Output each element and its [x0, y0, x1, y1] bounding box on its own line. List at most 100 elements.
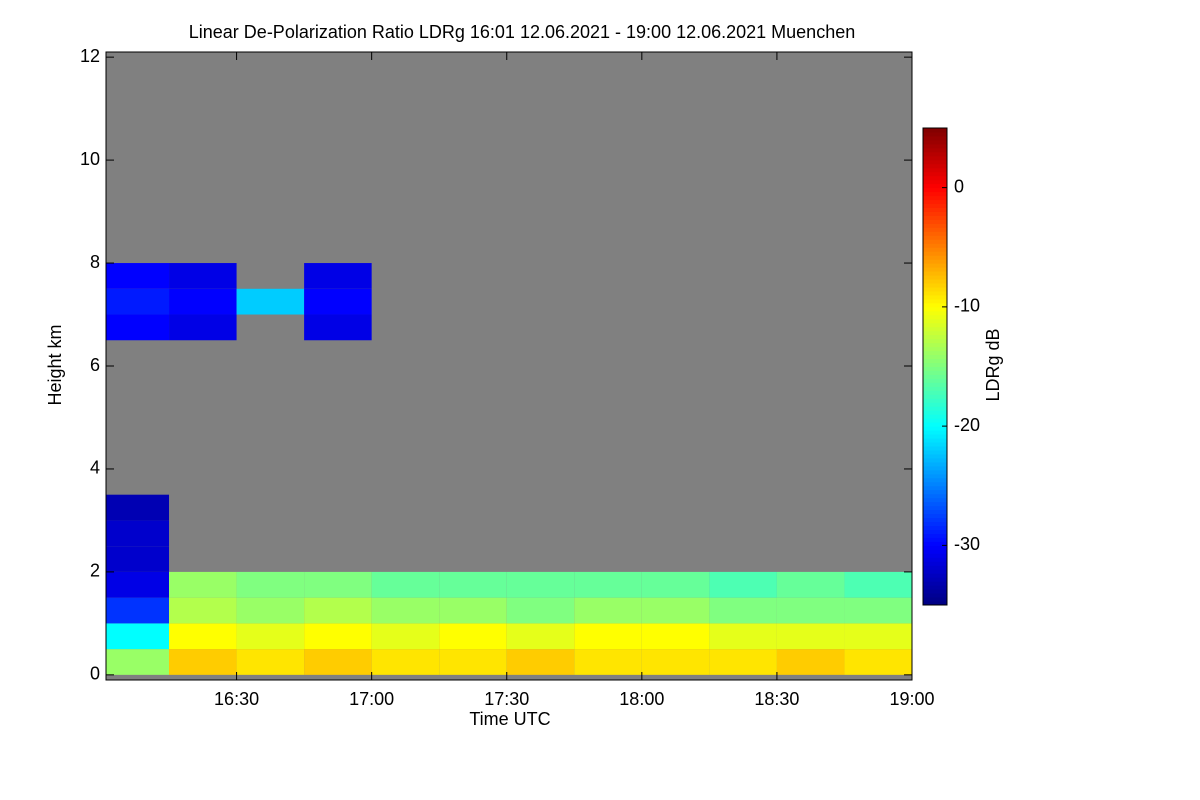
y-tick-label: 12 — [80, 46, 100, 66]
colorbar-swatch — [923, 461, 947, 467]
heat-cell — [304, 597, 372, 624]
colorbar-swatch — [923, 565, 947, 570]
heat-cell — [106, 494, 170, 521]
colorbar-swatch — [923, 143, 947, 149]
colorbar-swatch — [923, 239, 947, 244]
heat-cell — [641, 623, 710, 650]
heat-cell — [106, 571, 170, 598]
colorbar-swatch — [923, 131, 947, 137]
colorbar-swatch — [923, 287, 947, 292]
heat-cell — [236, 649, 305, 675]
heat-cell — [641, 571, 710, 598]
x-tick-label: 17:00 — [349, 689, 394, 709]
colorbar-swatch — [923, 533, 947, 538]
heat-cell — [106, 263, 170, 289]
colorbar-swatch — [923, 231, 947, 236]
colorbar-swatch — [923, 330, 947, 336]
colorbar-swatch — [923, 294, 947, 300]
heat-cell — [574, 649, 642, 675]
colorbar-swatch — [923, 573, 947, 578]
colorbar-swatch — [923, 179, 947, 185]
heat-cell — [106, 288, 170, 315]
colorbar-swatch — [923, 557, 947, 562]
colorbar-swatch — [923, 449, 947, 455]
colorbar-swatch — [923, 426, 947, 431]
colorbar-swatch — [923, 597, 947, 602]
heat-cell — [371, 623, 440, 650]
colorbar-swatch — [923, 497, 947, 503]
colorbar-swatch — [923, 128, 947, 133]
y-tick-label: 10 — [80, 149, 100, 169]
x-tick-label: 18:00 — [619, 689, 664, 709]
colorbar-swatch — [923, 545, 947, 550]
heat-cell — [304, 623, 372, 650]
heat-cell — [506, 597, 575, 624]
colorbar-swatch — [923, 394, 947, 399]
colorbar-swatch — [923, 290, 947, 296]
colorbar-swatch — [923, 402, 947, 407]
colorbar-swatch — [923, 350, 947, 356]
heat-cell — [106, 649, 170, 675]
y-tick-label: 2 — [90, 561, 100, 581]
heat-cell — [236, 597, 305, 624]
heat-cell — [844, 571, 912, 598]
heat-cell — [371, 649, 440, 675]
colorbar-swatch — [923, 513, 947, 519]
colorbar-swatch — [923, 247, 947, 252]
colorbar-swatch — [923, 430, 947, 435]
colorbar-swatch — [923, 267, 947, 272]
y-tick-label: 4 — [90, 458, 100, 478]
colorbar-swatch — [923, 163, 947, 169]
colorbar-swatch — [923, 517, 947, 523]
colorbar-swatch — [923, 195, 947, 201]
colorbar-swatch — [923, 589, 947, 594]
heat-cell — [236, 288, 305, 315]
colorbar-swatch — [923, 525, 947, 530]
y-axis-label: Height km — [45, 324, 65, 405]
colorbar-tick-label: 0 — [954, 176, 964, 196]
colorbar-swatch — [923, 310, 947, 316]
heat-cell — [844, 597, 912, 624]
x-tick-label: 18:30 — [754, 689, 799, 709]
colorbar-label: LDRg dB — [983, 328, 1003, 401]
colorbar-swatch — [923, 275, 947, 280]
colorbar-swatch — [923, 406, 947, 411]
colorbar-swatch — [923, 501, 947, 507]
x-tick-label: 17:30 — [484, 689, 529, 709]
heat-cell — [574, 597, 642, 624]
colorbar-swatch — [923, 259, 947, 264]
colorbar-swatch — [923, 338, 947, 344]
heat-cell — [169, 623, 237, 650]
colorbar-swatch — [923, 481, 947, 487]
heat-cell — [236, 623, 305, 650]
heat-cell — [709, 597, 777, 624]
colorbar-swatch — [923, 334, 947, 340]
colorbar-swatch — [923, 358, 947, 364]
colorbar-swatch — [923, 215, 947, 220]
colorbar-swatch — [923, 318, 947, 324]
colorbar-swatch — [923, 366, 947, 371]
colorbar-swatch — [923, 283, 947, 288]
colorbar-tick-label: -20 — [954, 415, 980, 435]
colorbar-swatch — [923, 473, 947, 479]
colorbar-tick-label: -10 — [954, 296, 980, 316]
colorbar-swatch — [923, 529, 947, 534]
colorbar-tick-label: -30 — [954, 534, 980, 554]
heat-cell — [304, 571, 372, 598]
heat-cell — [439, 649, 507, 675]
colorbar-swatch — [923, 382, 947, 387]
heat-cell — [709, 623, 777, 650]
heat-cell — [776, 623, 845, 650]
colorbar-swatch — [923, 442, 947, 447]
colorbar-swatch — [923, 585, 947, 590]
heat-cell — [574, 571, 642, 598]
colorbar-swatch — [923, 581, 947, 586]
colorbar-swatch — [923, 438, 947, 443]
heat-cell — [106, 314, 170, 341]
colorbar-swatch — [923, 509, 947, 515]
colorbar-swatch — [923, 159, 947, 165]
colorbar-swatch — [923, 469, 947, 475]
colorbar-swatch — [923, 203, 947, 208]
heat-cell — [709, 571, 777, 598]
